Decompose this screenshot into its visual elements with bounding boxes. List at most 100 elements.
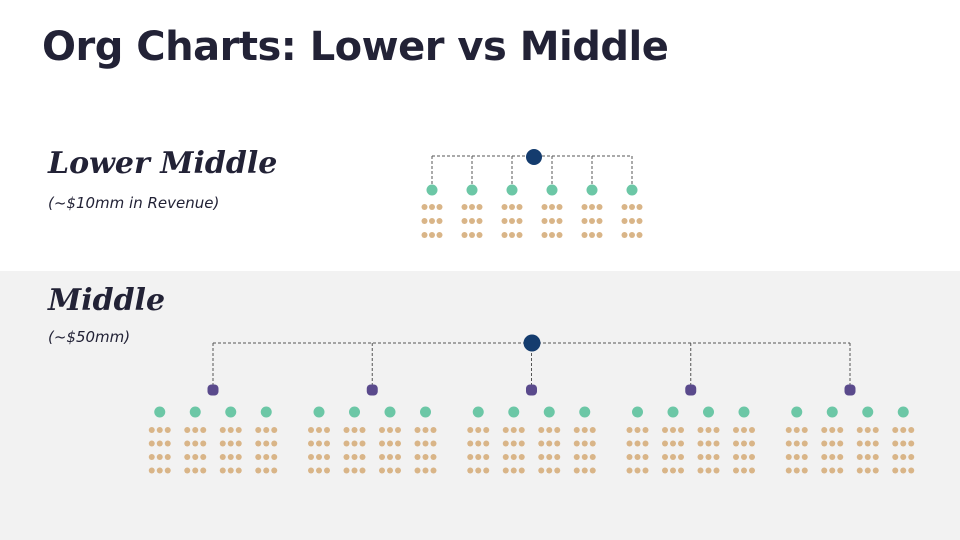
staff-dot	[697, 454, 704, 460]
staff-dot	[785, 467, 792, 474]
staff-dot	[200, 467, 207, 474]
staff-dot	[414, 454, 421, 460]
staff-dot	[821, 427, 828, 433]
staff-dot	[476, 218, 483, 224]
manager-node	[472, 406, 484, 418]
staff-dot	[516, 204, 523, 210]
staff-dot	[589, 467, 596, 474]
staff-dot	[546, 467, 553, 474]
staff-dot	[255, 427, 262, 433]
staff-dot	[219, 440, 226, 447]
staff-dot	[629, 204, 635, 210]
staff-dot	[476, 232, 483, 238]
staff-dot	[741, 440, 747, 447]
staff-dot	[678, 427, 684, 433]
staff-dot	[502, 467, 509, 474]
staff-dot	[697, 467, 704, 474]
staff-dot	[421, 218, 428, 224]
staff-dot	[556, 218, 563, 224]
staff-dot	[626, 467, 633, 474]
staff-dot	[900, 427, 907, 433]
staff-dot	[148, 454, 155, 460]
staff-dot	[483, 454, 490, 460]
staff-dot	[429, 218, 435, 224]
staff-dot	[422, 440, 429, 447]
staff-dot	[184, 427, 191, 433]
staff-dot	[793, 440, 800, 447]
staff-dot	[793, 454, 800, 460]
staff-dot	[749, 454, 755, 460]
staff-dot	[164, 427, 171, 433]
staff-dot	[467, 467, 474, 474]
staff-dot	[634, 467, 641, 474]
staff-dot	[308, 467, 314, 474]
staff-dot	[192, 454, 199, 460]
staff-dot	[908, 467, 915, 474]
staff-dot	[483, 427, 490, 433]
staff-dot	[829, 454, 836, 460]
staff-dot	[856, 467, 863, 474]
staff-dot	[573, 467, 580, 474]
staff-dot	[892, 427, 899, 433]
staff-dot	[837, 440, 844, 447]
staff-dot	[430, 427, 437, 433]
staff-dot	[892, 440, 899, 447]
staff-dot	[164, 467, 171, 474]
staff-dot	[518, 467, 525, 474]
staff-dot	[581, 454, 588, 460]
staff-dot	[705, 427, 712, 433]
staff-dot	[872, 440, 879, 447]
staff-dot	[581, 204, 588, 210]
staff-dot	[670, 467, 676, 474]
staff-dot	[892, 467, 899, 474]
staff-dot	[741, 427, 747, 433]
staff-dot	[733, 454, 739, 460]
staff-dot	[549, 204, 555, 210]
staff-dot	[469, 218, 475, 224]
staff-dot	[316, 454, 322, 460]
staff-dot	[573, 427, 580, 433]
middle-subtitle: (~$50mm)	[48, 328, 131, 346]
staff-dot	[271, 454, 278, 460]
staff-dot	[697, 427, 704, 433]
manager-node	[791, 406, 803, 418]
staff-dot	[749, 467, 755, 474]
manager-node	[546, 184, 558, 196]
staff-dot	[414, 427, 421, 433]
slide-title: Org Charts: Lower vs Middle	[42, 24, 669, 70]
staff-dot	[255, 440, 262, 447]
staff-dot	[351, 440, 358, 447]
staff-dot	[541, 232, 548, 238]
staff-dot	[395, 427, 401, 433]
staff-dot	[678, 454, 684, 460]
staff-dot	[554, 454, 561, 460]
staff-dot	[589, 440, 596, 447]
staff-dot	[430, 467, 437, 474]
staff-dot	[200, 454, 207, 460]
staff-dot	[343, 467, 350, 474]
staff-dot	[741, 454, 747, 460]
staff-dot	[516, 232, 523, 238]
staff-dot	[908, 427, 915, 433]
staff-dot	[705, 454, 712, 460]
staff-dot	[483, 467, 490, 474]
staff-dot	[733, 467, 739, 474]
staff-dot	[359, 440, 366, 447]
staff-dot	[379, 440, 385, 447]
staff-dot	[713, 427, 720, 433]
staff-dot	[518, 440, 525, 447]
staff-dot	[741, 467, 747, 474]
staff-dot	[856, 427, 863, 433]
staff-dot	[546, 454, 553, 460]
staff-dot	[510, 454, 517, 460]
staff-dot	[856, 440, 863, 447]
staff-dot	[908, 454, 915, 460]
staff-dot	[900, 454, 907, 460]
staff-dot	[467, 440, 474, 447]
staff-dot	[636, 232, 643, 238]
vp-node	[844, 384, 856, 396]
staff-dot	[785, 427, 792, 433]
staff-dot	[538, 454, 545, 460]
staff-dot	[343, 454, 350, 460]
staff-dot	[395, 454, 401, 460]
